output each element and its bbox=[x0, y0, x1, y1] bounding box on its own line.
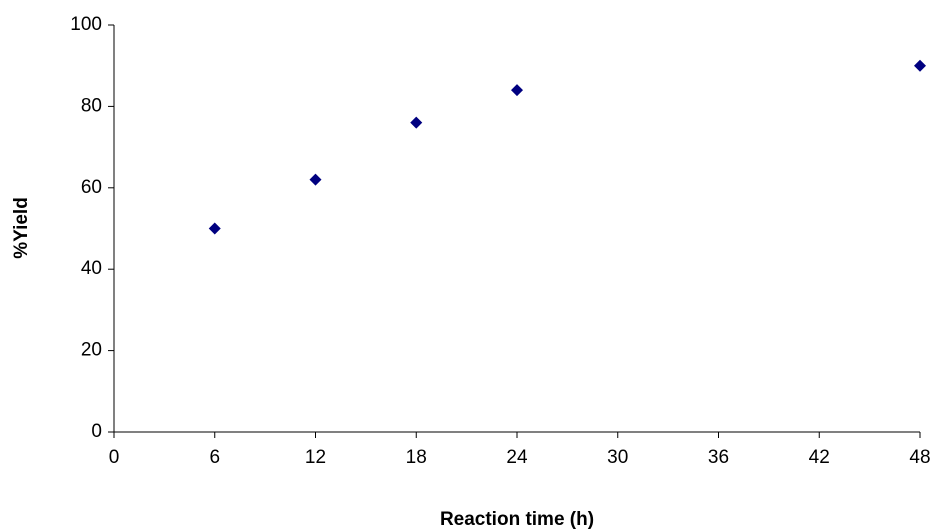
x-tick-label: 48 bbox=[909, 447, 930, 468]
point bbox=[208, 222, 221, 235]
point bbox=[914, 59, 926, 72]
point bbox=[511, 84, 523, 97]
y-tick-label: 60 bbox=[81, 177, 102, 198]
x-tick-label: 18 bbox=[406, 447, 427, 468]
y-tick-label: 0 bbox=[91, 421, 102, 442]
y-axis-title: %Yield bbox=[11, 197, 32, 259]
x-tick-label: 12 bbox=[305, 447, 326, 468]
y-tick-label: 20 bbox=[81, 340, 102, 361]
y-tick-label: 100 bbox=[70, 14, 102, 35]
x-tick-label: 30 bbox=[607, 447, 628, 468]
point bbox=[410, 116, 423, 129]
x-tick-label: 24 bbox=[506, 447, 528, 468]
point bbox=[309, 173, 322, 186]
x-tick-label: 0 bbox=[109, 447, 120, 468]
x-tick-label: 6 bbox=[209, 447, 220, 468]
x-tick-label: 42 bbox=[809, 447, 830, 468]
x-tick-label: 36 bbox=[708, 447, 729, 468]
y-tick-label: 40 bbox=[81, 258, 102, 279]
x-axis-title: Reaction time (h) bbox=[440, 509, 594, 530]
y-tick-label: 80 bbox=[81, 95, 102, 116]
